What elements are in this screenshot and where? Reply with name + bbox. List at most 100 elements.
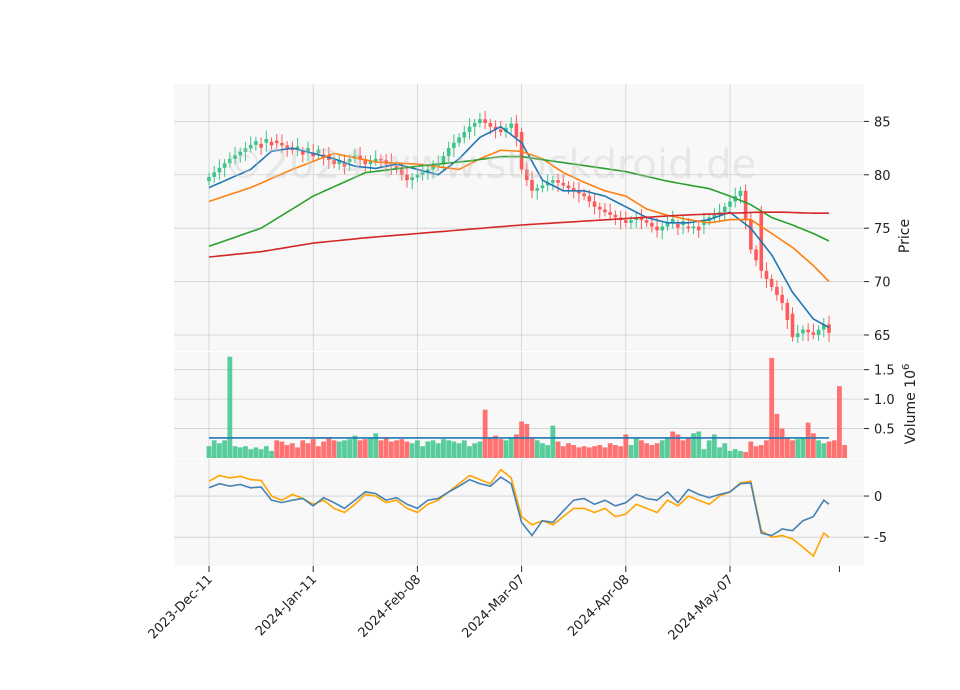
volume-bar	[758, 445, 764, 458]
volume-bar	[586, 447, 592, 458]
candle-body	[290, 147, 295, 151]
candle-body	[228, 158, 232, 164]
volume-bar	[493, 435, 498, 458]
candle-body	[316, 149, 321, 154]
volume-bar	[639, 440, 644, 458]
candle-body	[775, 286, 779, 295]
candle-body	[358, 155, 362, 160]
volume-bar	[602, 447, 608, 458]
volume-bar	[388, 441, 394, 458]
candle-body	[243, 148, 248, 152]
volume-bar	[831, 440, 837, 458]
candle-body	[655, 226, 659, 231]
volume-bar	[597, 445, 603, 458]
candle-body	[587, 196, 592, 202]
candle-body	[337, 160, 342, 165]
candle-body	[306, 148, 310, 152]
candle-body	[274, 140, 279, 144]
candle-body	[754, 249, 758, 261]
y-tick-label: 65	[874, 329, 891, 344]
candle-body	[660, 226, 665, 231]
volume-bar	[227, 356, 233, 458]
candle-body	[780, 294, 784, 303]
candle-body	[712, 214, 717, 218]
volume-bar	[654, 443, 660, 458]
candle-body	[561, 182, 566, 186]
volume-bar	[633, 437, 639, 458]
candle-body	[785, 302, 790, 321]
volume-bar	[581, 446, 587, 458]
candle-body	[702, 221, 706, 225]
volume-bar	[842, 445, 848, 458]
volume-bar	[435, 443, 441, 458]
candle-body	[691, 226, 696, 229]
volume-bar	[618, 446, 623, 458]
volume-bar	[576, 447, 582, 458]
candle-body	[764, 270, 769, 279]
volume-bar	[685, 437, 691, 458]
volume-panel: 0.5 1.0 1.5	[174, 352, 895, 458]
volume-bar	[566, 443, 571, 458]
y-tick-label: 0	[874, 490, 882, 505]
y-tick-label: 80	[874, 169, 891, 184]
volume-bar	[232, 446, 238, 458]
volume-axis-label: Volume 106	[901, 364, 919, 445]
volume-bar	[430, 440, 436, 458]
candle-body	[368, 161, 373, 165]
candle-body	[467, 126, 472, 133]
candle-body	[535, 188, 540, 191]
volume-bar	[779, 428, 785, 458]
volume-bar	[425, 441, 431, 458]
volume-bar	[732, 449, 738, 458]
candle-body	[624, 220, 628, 223]
volume-bar	[269, 450, 274, 458]
candle-body	[420, 172, 425, 175]
volume-bar	[487, 437, 493, 458]
candle-body	[363, 159, 368, 165]
volume-bar	[513, 434, 519, 458]
volume-bar	[545, 445, 551, 458]
candle-body	[259, 143, 263, 148]
volume-axis-label-exponent: 6	[901, 364, 912, 370]
volume-bar	[336, 441, 342, 458]
x-tick-label: 2024-Mar-07	[459, 572, 528, 641]
candle-body	[821, 324, 826, 330]
candle-body	[285, 145, 289, 148]
volume-bar	[816, 440, 821, 458]
y-tick-label: 85	[874, 115, 891, 130]
candle-body	[743, 190, 748, 221]
candle-body	[811, 332, 816, 335]
volume-bar	[743, 452, 749, 458]
moving-average-line	[208, 155, 830, 248]
candle-body	[373, 158, 378, 162]
volume-bar	[373, 433, 379, 458]
y-tick-label: 1.5	[874, 364, 895, 379]
volume-bar	[399, 439, 405, 458]
candle-body	[540, 185, 545, 189]
candle-body	[441, 156, 446, 165]
volume-bar	[289, 443, 295, 458]
volume-bar	[753, 446, 759, 458]
candle-body	[790, 313, 795, 338]
volume-bar	[482, 409, 488, 458]
volume-bar	[211, 440, 217, 458]
volume-bar	[659, 440, 665, 458]
volume-bar	[467, 446, 472, 458]
volume-bar	[826, 441, 832, 458]
candle-body	[405, 174, 409, 181]
volume-bar	[800, 437, 806, 458]
volume-bar	[378, 440, 384, 458]
volume-bar	[529, 437, 535, 458]
candle-body	[426, 169, 430, 173]
candle-body	[613, 214, 618, 218]
volume-bar	[362, 439, 368, 458]
candle-body	[248, 144, 253, 149]
candle-body	[493, 126, 498, 130]
volume-bar	[805, 422, 811, 458]
candle-body	[379, 158, 383, 161]
volume-bar	[420, 446, 426, 458]
volume-bar	[701, 449, 707, 458]
volume-bar	[305, 443, 311, 458]
x-tick-label: 2024-Jan-11	[253, 572, 320, 639]
